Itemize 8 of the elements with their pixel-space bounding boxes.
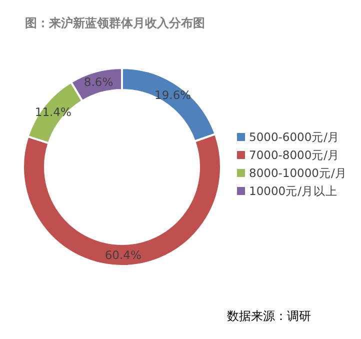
chart-title: 图：来沪新蓝领群体月收入分布图 <box>25 16 205 30</box>
source-note: 数据来源：调研 <box>227 309 311 323</box>
data-label: 60.4% <box>104 248 142 262</box>
legend-label: 8000-10000元/月 <box>249 166 347 180</box>
legend-label: 7000-8000元/月 <box>249 148 340 162</box>
legend-label: 5000-6000元/月 <box>249 130 340 144</box>
legend-label: 10000元/月以上 <box>249 184 338 198</box>
data-label: 8.6% <box>84 75 114 90</box>
